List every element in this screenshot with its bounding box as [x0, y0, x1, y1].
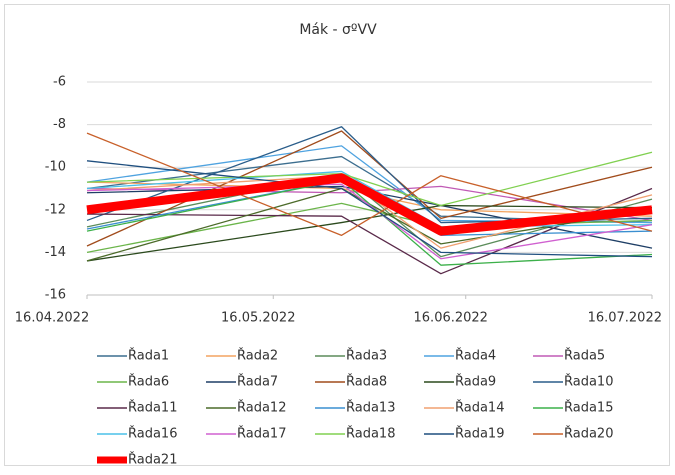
series-line — [86, 187, 653, 275]
y-tick-label: -10 — [45, 160, 66, 175]
legend-label: Řada6 — [128, 374, 169, 390]
series-line — [86, 179, 653, 266]
x-tick-label: 16.04.2022 — [15, 311, 89, 326]
y-tick-label: -8 — [53, 117, 66, 132]
y-tick-label: -6 — [53, 75, 66, 90]
legend-label: Řada5 — [564, 348, 605, 364]
legend-label: Řada17 — [237, 426, 286, 442]
legend-label: Řada10 — [564, 374, 613, 390]
x-tick-label: 16.07.2022 — [588, 311, 662, 326]
series-line — [86, 187, 653, 262]
legend-label: Řada21 — [128, 452, 177, 468]
legend-label: Řada4 — [455, 348, 496, 364]
legend-label: Řada20 — [564, 426, 613, 442]
y-tick-label: -16 — [45, 288, 66, 303]
chart-border — [4, 4, 670, 466]
series-line — [86, 160, 653, 258]
series-line — [86, 173, 653, 236]
x-tick-label: 16.06.2022 — [414, 311, 488, 326]
x-tick-label: 16.05.2022 — [221, 311, 295, 326]
legend-label: Řada18 — [346, 426, 395, 442]
legend-label: Řada2 — [237, 348, 278, 364]
legend-label: Řada3 — [346, 348, 387, 364]
legend-label: Řada1 — [128, 348, 169, 364]
series-line — [86, 170, 653, 228]
series-line — [86, 183, 653, 260]
series-line — [86, 204, 653, 262]
legend-label: Řada14 — [455, 400, 504, 416]
legend-label: Řada7 — [237, 374, 278, 390]
legend-label: Řada15 — [564, 400, 613, 416]
y-tick-label: -14 — [45, 245, 66, 260]
legend-label: Řada16 — [128, 426, 177, 442]
legend-label: Řada13 — [346, 400, 395, 416]
legend-label: Řada19 — [455, 426, 504, 442]
legend-label: Řada9 — [455, 374, 496, 390]
chart-title: Mák - σºVV — [299, 22, 377, 38]
y-tick-label: -12 — [45, 202, 66, 217]
legend-label: Řada8 — [346, 374, 387, 390]
legend-label: Řada12 — [237, 400, 286, 416]
legend-label: Řada11 — [128, 400, 177, 416]
series-line — [86, 151, 653, 207]
